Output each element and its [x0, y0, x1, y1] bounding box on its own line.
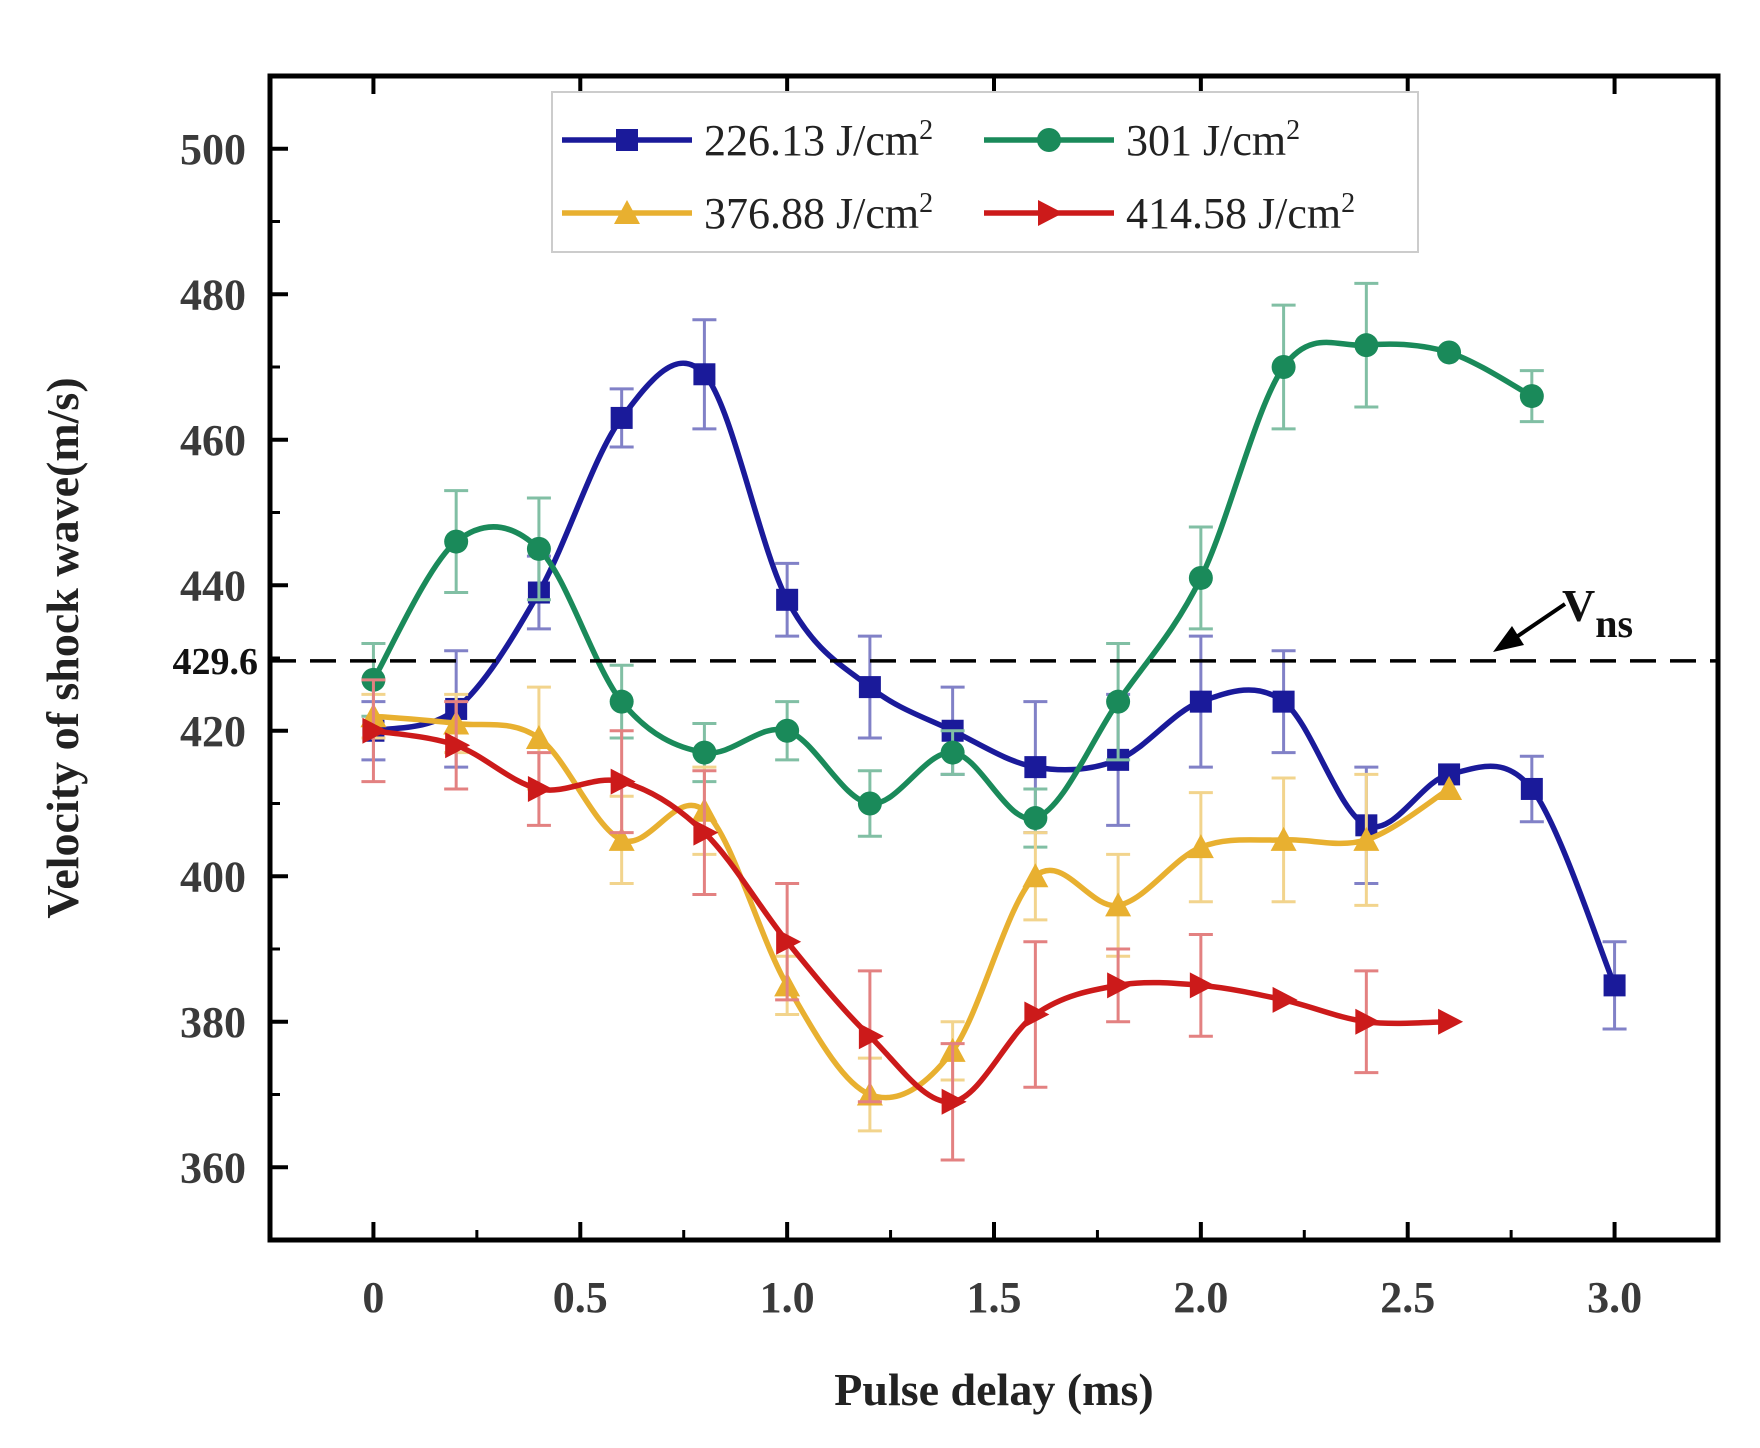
legend-marker [614, 200, 640, 224]
y-tick-label: 360 [180, 1143, 246, 1192]
legend-marker [616, 129, 638, 151]
legend-label-superscript: 2 [1341, 188, 1355, 219]
y-tick-label: 460 [180, 416, 246, 465]
legend-label: 376.88 J/cm2 [704, 188, 933, 238]
series-2 [360, 685, 1463, 1133]
vns-arrow-shaft [1510, 602, 1567, 642]
data-point [610, 768, 636, 795]
data-point [1189, 972, 1215, 999]
data-point [445, 732, 471, 759]
data-point [775, 718, 800, 743]
ticks-layer: 0 0.5 1.0 1.5 2.0 2.5 3.0 360 380 400 420 440 460 480… [180, 76, 1642, 1322]
y-tick-label: 380 [180, 998, 246, 1047]
series-line [373, 713, 1451, 1101]
data-point [1603, 974, 1626, 997]
x-tick-label: 2.0 [1173, 1273, 1228, 1322]
legend-label: 301 J/cm2 [1126, 115, 1300, 165]
data-point [1272, 986, 1298, 1013]
data-point [1187, 834, 1214, 859]
data-point [444, 529, 469, 554]
data-point [1353, 826, 1380, 851]
x-tick-label: 1.0 [760, 1273, 815, 1322]
data-point [1107, 972, 1133, 999]
reference-line-label: 429.6 [173, 641, 259, 683]
legend-marker [1037, 128, 1061, 152]
y-tick-label: 500 [180, 125, 246, 174]
data-point [1188, 565, 1213, 590]
data-point [941, 1088, 967, 1115]
series-line [372, 728, 1450, 1105]
data-point [693, 819, 719, 846]
plot-layer [360, 281, 1627, 1162]
x-tick-label: 3.0 [1587, 1273, 1642, 1322]
legend-label-superscript: 2 [919, 115, 933, 146]
legend-label: 226.13 J/cm2 [704, 115, 933, 165]
legend-box [551, 91, 1419, 253]
x-axis-title: Pulse delay (ms) [834, 1364, 1153, 1415]
data-point [776, 928, 802, 955]
vns-arrow-head [1493, 626, 1524, 652]
data-point [1189, 690, 1212, 713]
data-point [692, 740, 717, 765]
legend-label: 414.58 J/cm2 [1126, 188, 1355, 238]
data-point [527, 775, 553, 802]
data-point [1270, 826, 1297, 851]
x-tick-label: 0 [362, 1273, 384, 1322]
y-tick-label: 420 [180, 707, 246, 756]
data-point [1437, 340, 1462, 365]
x-tick-label: 0.5 [553, 1273, 608, 1322]
data-point [526, 536, 551, 561]
data-point [608, 826, 635, 851]
data-point [776, 588, 799, 611]
y-tick-label: 480 [180, 270, 246, 319]
data-point [609, 689, 634, 714]
data-point [857, 791, 882, 816]
data-point [1520, 777, 1543, 800]
data-point [1022, 863, 1049, 888]
data-point [1436, 775, 1463, 800]
data-point [940, 740, 965, 765]
data-point [1024, 1001, 1050, 1028]
data-point [1271, 355, 1296, 379]
data-point [1438, 1008, 1464, 1035]
data-point [610, 406, 633, 429]
data-point [1106, 689, 1131, 714]
legend-marker [1038, 200, 1063, 226]
series-1 [361, 281, 1544, 849]
vns-annotation-subscript: ns [1595, 601, 1633, 646]
series-3 [361, 678, 1464, 1162]
y-axis-title: Velocity of shock wave(m/s) [37, 377, 88, 918]
reference-line-group: 429.6 Vns [173, 580, 1718, 683]
x-tick-label: 1.5 [967, 1273, 1022, 1322]
y-tick-label: 400 [180, 852, 246, 901]
data-point [858, 1023, 884, 1050]
vns-annotation: Vns [1562, 580, 1633, 646]
legend-label-superscript: 2 [1286, 115, 1300, 146]
data-point [1024, 756, 1047, 779]
data-point [1355, 1008, 1381, 1035]
data-point [1354, 333, 1379, 358]
series-line [372, 360, 1618, 987]
data-point [693, 363, 716, 386]
data-point [1105, 892, 1132, 917]
x-tick-label: 2.5 [1380, 1273, 1435, 1322]
y-tick-label: 440 [180, 561, 246, 610]
data-point [1438, 763, 1461, 786]
series-0 [361, 318, 1627, 1031]
data-point [362, 717, 388, 744]
data-point [1272, 690, 1295, 713]
data-point [1519, 384, 1544, 409]
legend: 226.13 J/cm2 301 J/cm2 376.88 J/cm2 414.58 … [551, 91, 1419, 253]
data-point [1023, 806, 1048, 831]
data-point [525, 725, 552, 750]
data-point [858, 676, 881, 699]
legend-label-superscript: 2 [919, 188, 933, 219]
